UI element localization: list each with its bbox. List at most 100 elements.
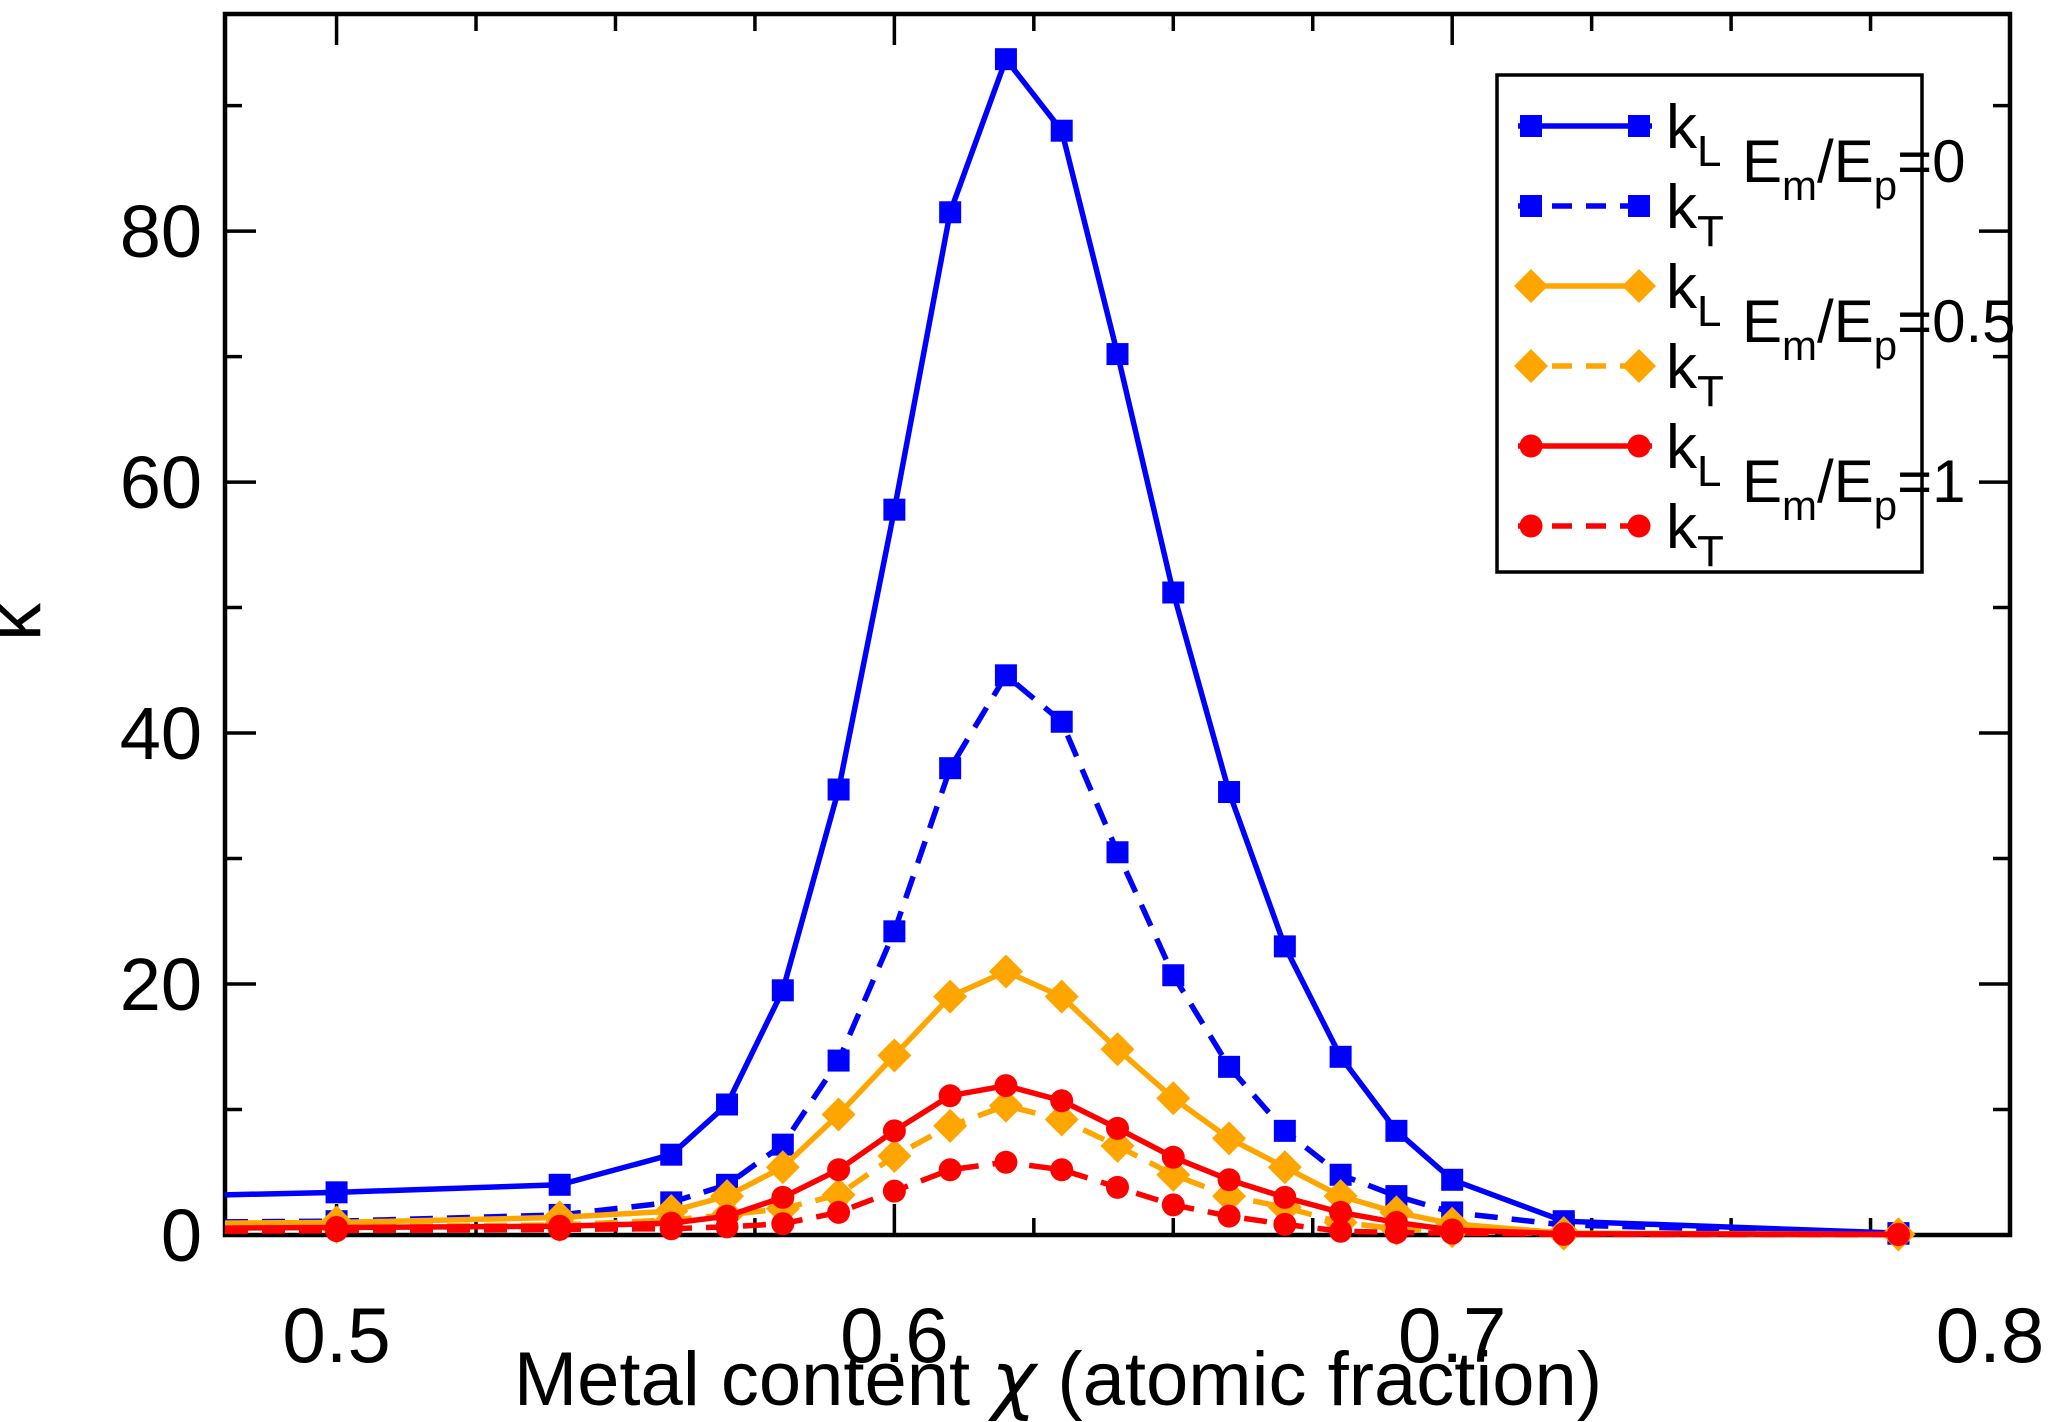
series-marker-diamond (1044, 1102, 1079, 1137)
series-marker-square (1273, 935, 1296, 958)
series-marker-circle (1106, 1175, 1129, 1199)
legend-entry-label: kL (1666, 253, 1721, 336)
series-marker-diamond (877, 1038, 912, 1073)
series-marker-square (1162, 964, 1185, 987)
series-marker-circle (659, 1217, 683, 1241)
series-marker-diamond (988, 1088, 1023, 1123)
series-marker-circle (1886, 1223, 1910, 1247)
legend-entry-kL-2: kL (1514, 253, 1721, 336)
series-marker-diamond (1323, 1179, 1358, 1214)
x-axis-title: Metal content χ (atomic fraction) (514, 1334, 1602, 1422)
series-marker-diamond (1156, 1157, 1191, 1192)
series-marker-diamond (1514, 349, 1548, 383)
series-marker-circle (882, 1179, 906, 1203)
legend-entry-label: kT (1666, 493, 1724, 576)
series-marker-circle (1519, 434, 1543, 458)
y-axis-tick-label: 60 (120, 441, 202, 524)
series-marker-square (1628, 195, 1650, 217)
y-axis-tick-label: 0 (161, 1194, 202, 1277)
series-line (224, 671, 1899, 1237)
series-marker-square (771, 979, 794, 1002)
series-marker-square (771, 1133, 794, 1156)
series-marker-circle (548, 1217, 572, 1241)
series-marker-circle (827, 1200, 851, 1224)
series-marker-diamond (1212, 1179, 1247, 1214)
series-marker-circle (1440, 1221, 1464, 1245)
series-marker-square (994, 664, 1017, 687)
plot-frame (222, 11, 2013, 1238)
legend-group-label: Em/Ep=0 (1742, 128, 1966, 209)
series-marker-circle (1627, 514, 1651, 538)
series-marker-circle (938, 1158, 962, 1182)
series-marker-circle (1627, 434, 1651, 458)
series-marker-circle (882, 1119, 906, 1143)
series-marker-circle (1273, 1185, 1297, 1209)
x-axis-tick-label: 0.5 (282, 1291, 390, 1379)
legend-group-label: Em/Ep=1 (1742, 448, 1966, 529)
y-axis-tick-labels: 0 20 40 60 80 (120, 190, 202, 1277)
series-marker-square (1628, 115, 1650, 137)
series-marker-circle (1050, 1089, 1074, 1113)
series-marker-circle (994, 1150, 1018, 1174)
series-marker-square (883, 498, 906, 521)
series-marker-diamond (933, 1108, 968, 1143)
series-marker-circle (1161, 1145, 1185, 1169)
legend-entry-kL-4: kL (1518, 413, 1721, 496)
series-marker-square (1273, 1119, 1296, 1142)
series-marker-diamond (1100, 1032, 1135, 1067)
y-axis-tick-label: 80 (120, 190, 202, 273)
series-marker-diamond (1212, 1121, 1247, 1156)
series-marker-circle (1519, 514, 1543, 538)
series-marker-diamond (765, 1150, 800, 1185)
legend-entry-kT-5: kT (1518, 493, 1724, 576)
y-axis-tick-label: 40 (120, 692, 202, 775)
series-marker-square (1106, 343, 1129, 366)
series-marker-square (716, 1093, 739, 1116)
series-marker-square (548, 1173, 571, 1196)
legend-entry-kL-0: kL (1518, 93, 1721, 176)
series-marker-circle (325, 1219, 349, 1243)
legend-entry-label: kT (1666, 173, 1724, 256)
series-marker-square (1050, 119, 1073, 142)
legend-entry-label: kT (1666, 333, 1724, 416)
series-marker-square (883, 920, 906, 943)
series-marker-square (1520, 115, 1542, 137)
series-marker-square (827, 1049, 850, 1072)
series-marker-circle (1329, 1219, 1353, 1243)
series-marker-square (1218, 781, 1241, 804)
series-marker-diamond (1267, 1150, 1302, 1185)
series-marker-square (1385, 1119, 1408, 1142)
y-axis-title: k (0, 602, 57, 641)
series-marker-square (1520, 195, 1542, 217)
series-marker-diamond (710, 1179, 745, 1214)
series-marker-diamond (877, 1138, 912, 1173)
series-marker-diamond (821, 1177, 856, 1212)
series-marker-square (1162, 581, 1185, 604)
series-marker-diamond (988, 954, 1023, 989)
series-kT-0 (224, 664, 1910, 1245)
legend-entry-label: kL (1666, 413, 1721, 496)
y-axis-tick-label: 20 (120, 943, 202, 1026)
x-axis-tick-label: 0.7 (1398, 1291, 1506, 1379)
series-marker-circle (938, 1084, 962, 1108)
x-axis-tick-label: 0.6 (840, 1291, 948, 1379)
series-marker-diamond (821, 1097, 856, 1132)
series-marker-circle (1273, 1212, 1297, 1236)
series-marker-circle (715, 1215, 739, 1239)
series-marker-diamond (1100, 1128, 1135, 1163)
series-marker-circle (1161, 1193, 1185, 1217)
series-marker-diamond (1156, 1081, 1191, 1116)
series-marker-square (939, 757, 962, 780)
legend-group-label: Em/Ep=0.5 (1742, 288, 2016, 369)
series-marker-square (994, 48, 1017, 71)
legend-entry-kT-3: kT (1514, 333, 1724, 416)
series-marker-square (325, 1181, 348, 1204)
series-kT-1 (224, 1150, 1910, 1247)
series-marker-diamond (1622, 269, 1656, 303)
series-marker-circle (1384, 1220, 1408, 1244)
series-marker-circle (994, 1074, 1018, 1098)
series-marker-circle (771, 1185, 795, 1209)
